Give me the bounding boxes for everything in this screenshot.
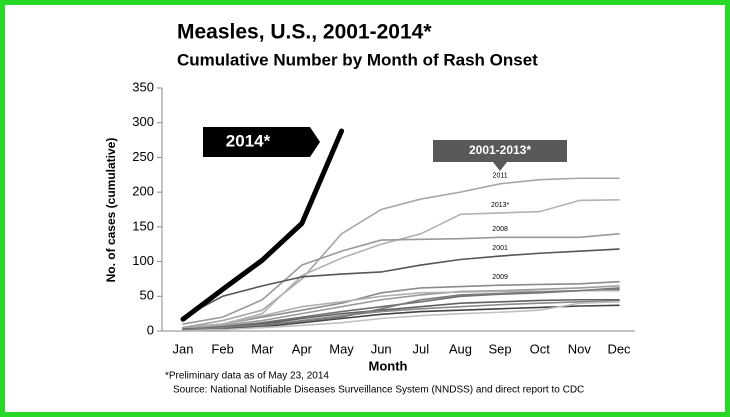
chart-subtitle: Cumulative Number by Month of Rash Onset: [177, 50, 538, 69]
x-tick-label: Apr: [292, 341, 313, 356]
y-tick-label: 250: [132, 149, 154, 164]
x-tick-label: Jun: [371, 341, 392, 356]
x-tick-label: Nov: [568, 341, 592, 356]
x-tick-label: Aug: [449, 341, 472, 356]
x-axis-label: Month: [369, 358, 408, 373]
y-tick-label: 200: [132, 184, 154, 199]
series-line: [180, 128, 345, 322]
x-tick-label: Sep: [489, 341, 512, 356]
annotation: 2014*: [226, 131, 271, 150]
y-tick-label: 50: [140, 288, 154, 303]
x-tick-label: Mar: [251, 341, 274, 356]
series-line: [182, 177, 620, 329]
x-tick-label: Jul: [413, 341, 430, 356]
annotation-box: [203, 127, 320, 157]
series-line: [182, 233, 620, 325]
footnote: Source: National Notifiable Diseases Sur…: [173, 385, 584, 396]
y-tick-label: 0: [147, 322, 154, 337]
y-axis-label: No. of cases (cumulative): [104, 138, 118, 283]
annotation-box: [433, 140, 567, 162]
series-label: 2008: [492, 226, 508, 233]
series-line: [182, 248, 620, 318]
series-line: [182, 280, 620, 329]
annotation-arrow: [493, 162, 507, 171]
x-tick-label: Oct: [530, 341, 551, 356]
x-tick-label: May: [329, 341, 354, 356]
y-tick-label: 300: [132, 114, 154, 129]
annotation: 2001-2013*: [469, 143, 531, 157]
x-tick-label: Feb: [211, 341, 233, 356]
series-label: 2001: [492, 245, 508, 252]
series-label: 2009: [492, 274, 508, 281]
series-line: [182, 301, 620, 332]
y-tick-label: 350: [132, 79, 154, 94]
series-label: 2011: [493, 173, 508, 180]
y-tick-label: 100: [132, 253, 154, 268]
y-tick-label: 150: [132, 218, 154, 233]
x-tick-label: Dec: [607, 341, 631, 356]
chart-title: Measles, U.S., 2001-2014*: [177, 21, 432, 44]
series-line: [182, 287, 620, 331]
x-tick-label: Jan: [173, 341, 194, 356]
series-line: [182, 285, 620, 330]
series-label: 2013*: [491, 202, 510, 209]
footnote: *Preliminary data as of May 23, 2014: [165, 371, 329, 382]
chart: Measles, U.S., 2001-2014* Cumulative Num…: [104, 21, 635, 396]
